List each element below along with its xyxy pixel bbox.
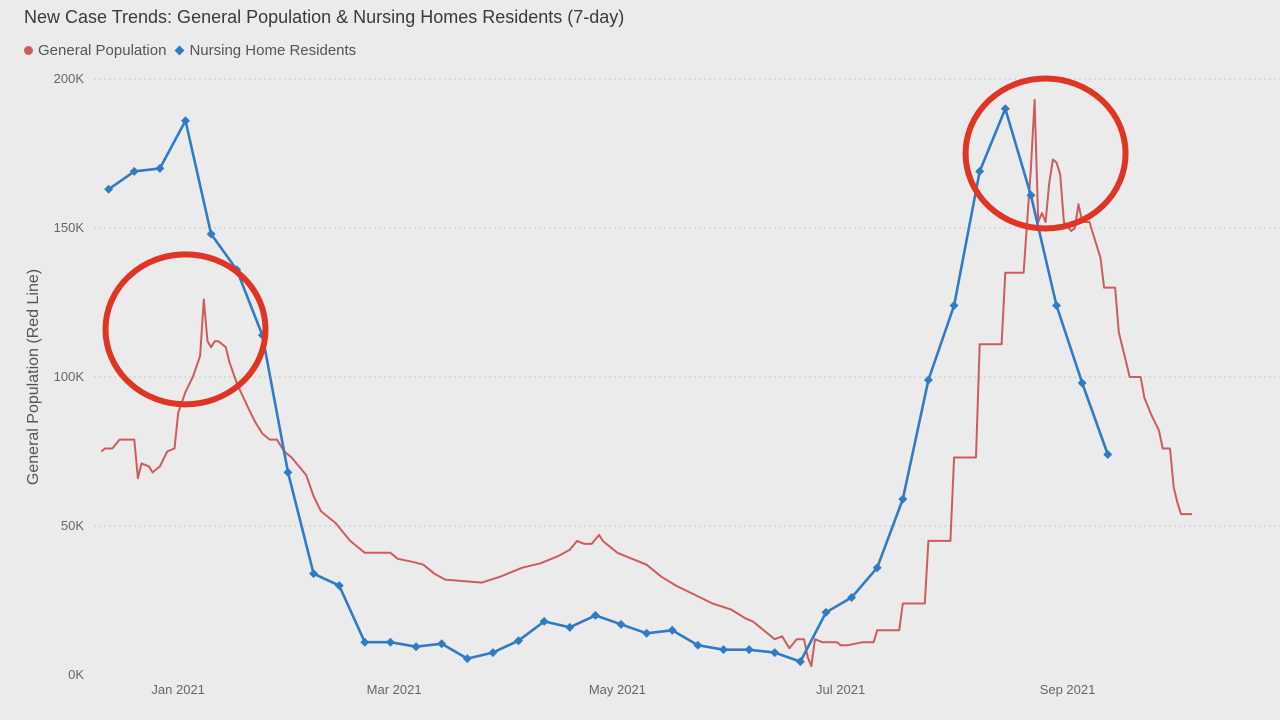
- annotation-circle: [962, 75, 1129, 232]
- y-tick-label: 50K: [61, 518, 84, 533]
- series-line-nursing-home-residents: [107, 107, 1110, 663]
- data-point-diamond: [975, 166, 985, 176]
- legend-item-general-population[interactable]: General Population: [24, 42, 166, 59]
- data-point-diamond: [590, 610, 600, 620]
- y-tick-label: 200K: [54, 71, 85, 86]
- data-point-diamond: [104, 184, 114, 194]
- data-point-diamond: [949, 300, 959, 310]
- data-point-diamond: [770, 648, 780, 658]
- x-tick-label: May 2021: [589, 682, 646, 697]
- data-point-diamond: [898, 494, 908, 504]
- data-point-diamond: [744, 645, 754, 655]
- data-point-diamond: [1026, 190, 1036, 200]
- data-point-diamond: [334, 581, 344, 591]
- y-tick-label: 150K: [54, 220, 85, 235]
- data-point-diamond: [539, 616, 549, 626]
- annotation-circle: [102, 251, 269, 408]
- data-point-diamond: [667, 625, 677, 635]
- chart-title: New Case Trends: General Population & Nu…: [24, 7, 625, 27]
- data-point-diamond: [514, 636, 524, 646]
- legend-circle-marker: [24, 46, 33, 55]
- series-line-general-population: [100, 98, 1192, 668]
- data-point-diamond: [847, 593, 857, 603]
- data-point-diamond: [616, 619, 626, 629]
- data-point-diamond: [1077, 378, 1087, 388]
- data-point-diamond: [129, 166, 139, 176]
- data-point-diamond: [462, 654, 472, 664]
- y-tick-label: 0K: [68, 667, 84, 682]
- x-tick-label: Sep 2021: [1040, 682, 1096, 697]
- data-point-diamond: [565, 622, 575, 632]
- legend-label-general-population: General Population: [38, 42, 167, 59]
- data-point-diamond: [1103, 449, 1113, 459]
- data-point-diamond: [923, 375, 933, 385]
- data-point-diamond: [180, 116, 190, 126]
- legend: General Population Nursing Home Resident…: [24, 42, 364, 59]
- data-point-diamond: [821, 607, 831, 617]
- data-point-diamond: [1052, 300, 1062, 310]
- data-point-diamond: [642, 628, 652, 638]
- data-point-diamond: [718, 645, 728, 655]
- x-tick-label: Mar 2021: [367, 682, 422, 697]
- data-point-diamond: [155, 163, 165, 173]
- data-point-diamond: [411, 642, 421, 652]
- y-axis-title: General Population (Red Line): [25, 269, 42, 485]
- data-point-diamond: [309, 569, 319, 579]
- x-tick-label: Jul 2021: [816, 682, 865, 697]
- data-point-diamond: [385, 637, 395, 647]
- data-point-diamond: [488, 648, 498, 658]
- data-point-diamond: [872, 563, 882, 573]
- x-tick-label: Jan 2021: [151, 682, 205, 697]
- y-tick-label: 100K: [54, 369, 85, 384]
- data-point-diamond: [693, 640, 703, 650]
- data-point-diamond: [437, 639, 447, 649]
- data-point-diamond: [795, 657, 805, 667]
- data-point-diamond: [1000, 104, 1010, 114]
- legend-label-nursing-home-residents: Nursing Home Residents: [189, 42, 357, 59]
- data-point-diamond: [283, 467, 293, 477]
- data-point-diamond: [360, 637, 370, 647]
- legend-item-nursing-home-residents[interactable]: Nursing Home Residents: [174, 42, 356, 59]
- data-point-diamond: [206, 229, 216, 239]
